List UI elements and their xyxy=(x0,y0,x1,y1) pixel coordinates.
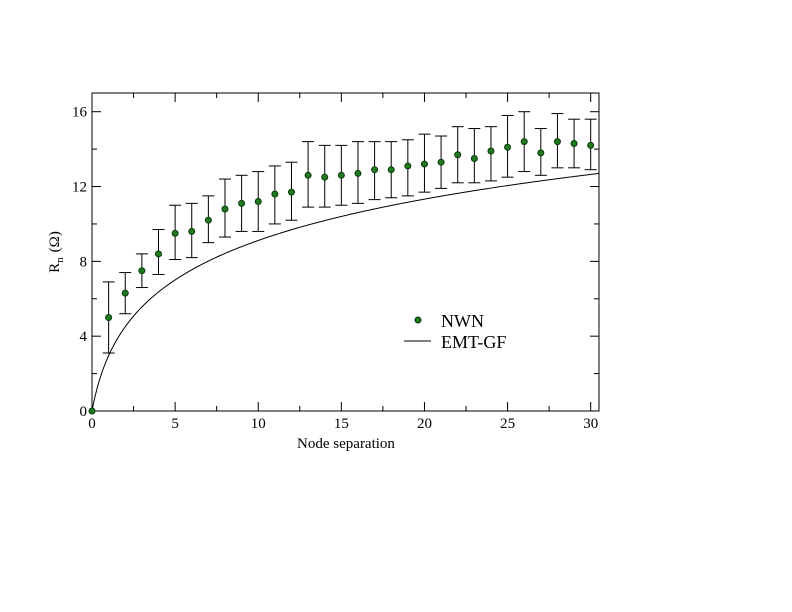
x-tick-label: 25 xyxy=(500,416,515,432)
legend-emt-gf-label: EMT-GF xyxy=(441,332,506,352)
nwn-point xyxy=(404,162,412,170)
nwn-point xyxy=(138,267,146,275)
nwn-point xyxy=(504,143,512,151)
nwn-point xyxy=(154,250,162,258)
nwn-point xyxy=(587,141,595,149)
emt-gf-curve xyxy=(91,172,600,412)
nwn-point xyxy=(171,229,179,237)
nwn-point xyxy=(254,197,262,205)
y-tick-label: 8 xyxy=(80,254,88,270)
nwn-point xyxy=(537,149,545,157)
axes: 0 5 10 15 20 25 30 0 4 8 12 16 xyxy=(72,93,599,432)
nwn-point xyxy=(553,138,561,146)
nwn-point xyxy=(304,171,312,179)
legend-nwn-marker xyxy=(414,316,422,324)
emt-gf-line xyxy=(91,172,600,412)
x-tick-label: 15 xyxy=(334,416,349,432)
nwn-point xyxy=(121,289,129,297)
nwn-point xyxy=(470,154,478,162)
y-tick-label: 0 xyxy=(80,404,88,420)
nwn-point xyxy=(271,190,279,198)
nwn-point xyxy=(337,171,345,179)
nwn-point xyxy=(570,140,578,148)
nwn-point xyxy=(387,166,395,174)
nwn-point xyxy=(437,158,445,166)
nwn-point xyxy=(188,227,196,235)
legend: NWN EMT-GF xyxy=(404,311,506,352)
y-tick-label: 16 xyxy=(72,105,88,121)
legend-nwn-label: NWN xyxy=(441,311,484,331)
nwn-point xyxy=(420,160,428,168)
nwn-point xyxy=(321,173,329,181)
x-tick-label: 5 xyxy=(171,416,179,432)
x-tick-label: 10 xyxy=(251,416,266,432)
x-tick-label: 20 xyxy=(417,416,432,432)
x-tick-label: 30 xyxy=(583,416,598,432)
nwn-point xyxy=(287,188,295,196)
x-tick-label: 0 xyxy=(88,416,96,432)
y-tick-label: 12 xyxy=(72,180,87,196)
nwn-point xyxy=(221,205,229,213)
y-axis-title-sub: n xyxy=(54,257,66,263)
nwn-point xyxy=(454,151,462,159)
nwn-point xyxy=(371,166,379,174)
nwn-point xyxy=(238,199,246,207)
nwn-point xyxy=(354,169,362,177)
plot-frame xyxy=(91,92,600,412)
nwn-point xyxy=(105,313,113,321)
y-tick-label: 4 xyxy=(80,329,88,345)
y-axis-title-unit: (Ω) xyxy=(47,231,63,252)
nwn-point xyxy=(88,407,96,415)
x-axis-title: Node separation xyxy=(297,436,395,452)
nwn-points xyxy=(88,111,597,415)
y-axis-title-main: R xyxy=(47,263,63,273)
nwn-point xyxy=(520,138,528,146)
nwn-point xyxy=(204,216,212,224)
y-axis-title: Rn (Ω) xyxy=(47,231,66,273)
nwn-point xyxy=(487,147,495,155)
